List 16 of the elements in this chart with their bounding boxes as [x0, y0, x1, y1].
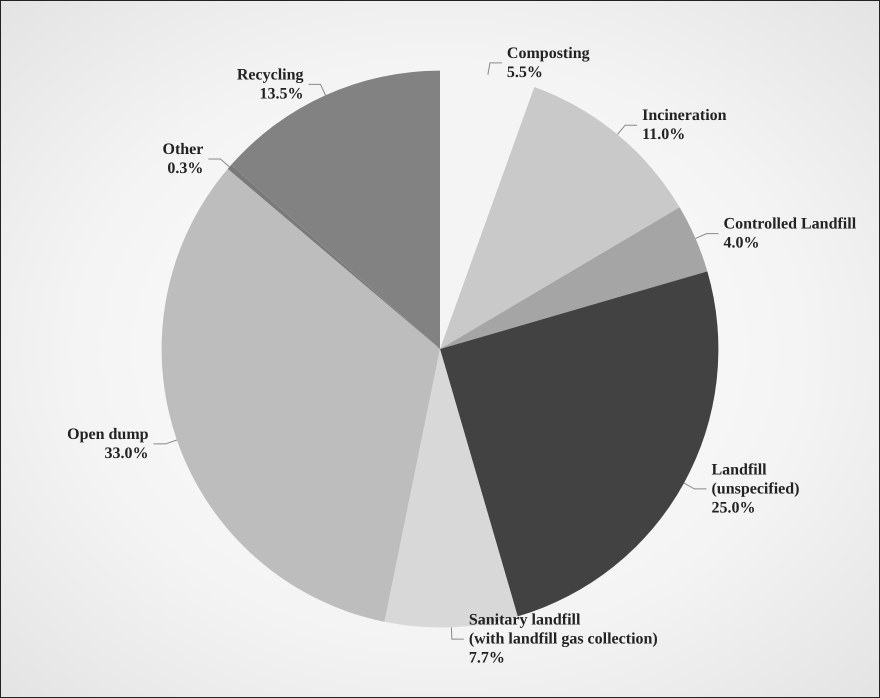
data-label: 5.5% [506, 64, 543, 81]
slice-label: Open dump [67, 426, 149, 443]
data-label: 13.5% [259, 85, 304, 102]
slice-label: Landfill (unspecified) [711, 461, 800, 498]
data-label: 7.7% [468, 650, 505, 667]
data-label: 33.0% [104, 444, 149, 462]
slice-label: Sanitary landfill (with landfill gas collection) [468, 612, 658, 648]
data-label: 11.0% [642, 126, 686, 144]
slice-label: Other [162, 141, 204, 158]
data-label: 4.0% [724, 234, 760, 252]
data-label: 0.3% [167, 160, 204, 178]
slice-label: Composting [506, 44, 590, 62]
data-label: 25.0% [711, 499, 756, 516]
slice-label: Incineration [642, 107, 727, 124]
slice-label: Controlled Landfill [724, 216, 857, 233]
slice-label: Recycling [236, 66, 304, 84]
